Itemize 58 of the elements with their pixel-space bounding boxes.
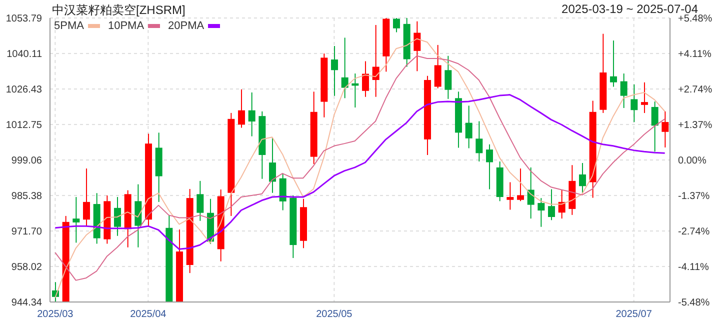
line-series <box>54 94 666 250</box>
candlestick <box>72 196 80 244</box>
y-tick-label: 1026.43 <box>6 84 42 96</box>
y2-tick-label: 0.00% <box>678 156 706 167</box>
candlestick <box>662 110 669 148</box>
candlestick <box>486 144 493 190</box>
y2-tick-label: -2.74% <box>678 226 710 238</box>
chart-title: 中汉菜籽粕卖空[ZHSRM] <box>52 2 186 19</box>
x-tick-label: 2025/03 <box>37 309 74 320</box>
x-tick-label: 2025/05 <box>316 309 353 320</box>
y2-tick-label: -1.37% <box>678 191 710 202</box>
candlestick <box>538 198 545 228</box>
y2-tick-label: +5.48% <box>678 14 712 25</box>
candlestick <box>610 40 617 88</box>
candlestick <box>269 137 276 194</box>
candlestick <box>248 92 256 137</box>
candlestick <box>444 55 452 100</box>
candlestick <box>196 180 204 222</box>
candlestick <box>527 166 534 220</box>
candlestick <box>630 84 638 123</box>
y2-tick-label: +4.11% <box>678 49 712 60</box>
candlestick <box>651 101 658 152</box>
candlestick <box>548 188 555 221</box>
y2-tick-label: -5.48% <box>678 298 710 309</box>
candlestick <box>341 37 348 99</box>
y-tick-label: 1053.79 <box>6 14 42 25</box>
candlestick <box>434 44 442 89</box>
candlestick <box>238 88 245 128</box>
y-tick-label: 1012.75 <box>6 120 42 132</box>
candlestick <box>114 196 121 236</box>
y-tick-label: 1040.11 <box>6 49 42 60</box>
chart-subtitle: 2025-03-19 ~ 2025-07-04 <box>562 2 698 16</box>
candlestick <box>517 168 524 202</box>
legend-label: 10PMA <box>108 20 144 32</box>
candlestick <box>476 120 483 162</box>
candlestick <box>414 20 421 72</box>
candlestick <box>362 60 369 98</box>
y-tick-label: 944.34 <box>11 298 42 309</box>
candlestick <box>465 105 472 149</box>
y-tick-label: 999.06 <box>11 156 42 167</box>
y2-tick-label: +2.74% <box>678 84 712 96</box>
y-tick-label: 958.02 <box>11 262 42 274</box>
y-tick-label: 971.70 <box>11 226 42 238</box>
legend-label: 5PMA <box>54 20 84 32</box>
x-tick-label: 2025/07 <box>616 309 652 320</box>
candlestick <box>620 73 628 109</box>
legend-label: 20PMA <box>168 20 204 32</box>
candlestick <box>641 82 648 114</box>
candlestick <box>579 162 586 194</box>
candlestick <box>279 173 286 211</box>
candlestick <box>506 182 514 210</box>
y2-tick-label: -4.11% <box>678 262 710 274</box>
y2-tick-label: +1.37% <box>678 120 712 132</box>
candlestick <box>83 168 90 227</box>
candlestick <box>393 18 400 33</box>
x-tick-label: 2025/04 <box>130 309 167 320</box>
candlestick <box>331 46 338 96</box>
y-tick-label: 985.38 <box>11 191 42 202</box>
